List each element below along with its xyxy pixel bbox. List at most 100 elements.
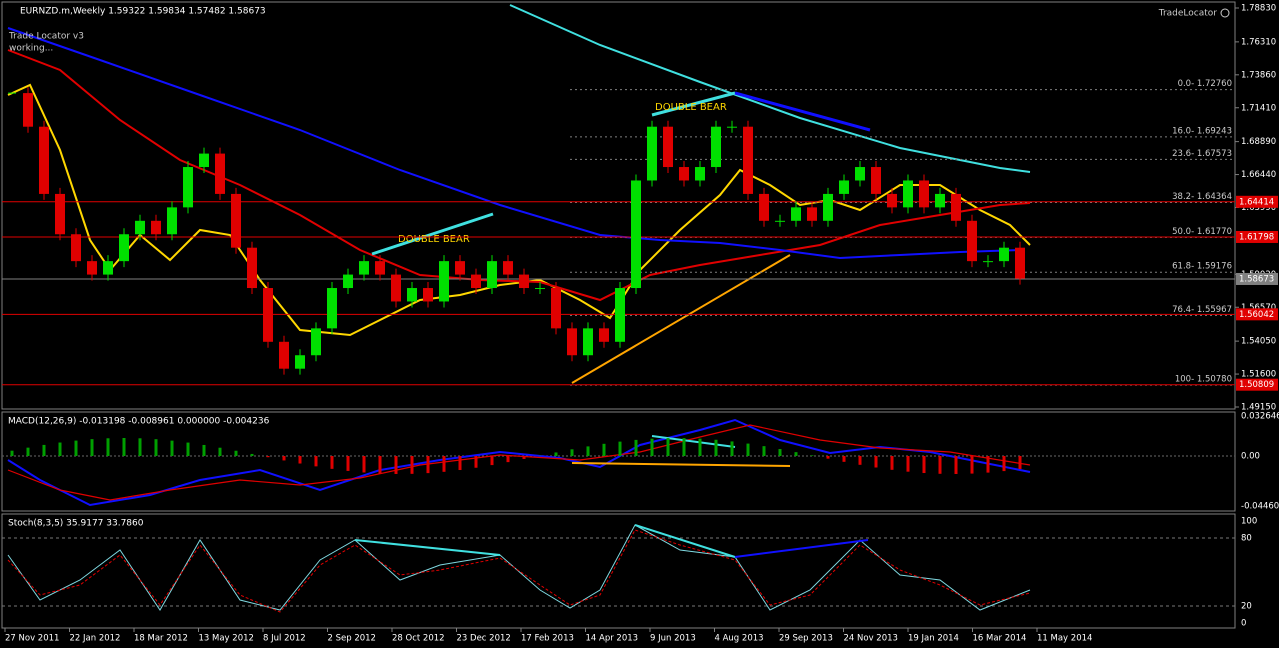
candle xyxy=(247,247,257,289)
candle xyxy=(743,126,753,194)
candle xyxy=(455,261,465,275)
candle xyxy=(535,288,545,290)
macd-histogram xyxy=(170,440,174,456)
candle xyxy=(807,207,817,221)
macd-histogram xyxy=(586,446,590,456)
candle xyxy=(871,167,881,194)
candle xyxy=(343,274,353,289)
candle xyxy=(727,126,737,128)
level-label: 1.50809 xyxy=(1239,380,1274,390)
date-label: 22 Jan 2012 xyxy=(70,634,121,644)
macd-histogram xyxy=(298,456,302,464)
price-label: 1.56570 xyxy=(1241,303,1276,313)
candle xyxy=(631,180,641,289)
candle xyxy=(887,193,897,208)
fib-label: 76.4- 1.55967 xyxy=(1172,305,1232,315)
price-label: 1.49150 xyxy=(1241,403,1276,413)
macd-histogram xyxy=(842,456,846,462)
stoch-tick: 20 xyxy=(1241,602,1252,612)
candle xyxy=(39,126,49,194)
date-label: 18 Mar 2012 xyxy=(134,634,188,644)
macd-histogram xyxy=(826,456,830,459)
macd-histogram xyxy=(490,456,494,466)
date-label: 11 May 2014 xyxy=(1037,634,1092,644)
candle xyxy=(167,207,177,235)
macd-histogram xyxy=(810,455,814,456)
macd-histogram xyxy=(314,456,318,467)
macd-histogram xyxy=(666,438,670,456)
date-label: 24 Nov 2013 xyxy=(844,634,898,644)
brand: TradeLocator xyxy=(1158,9,1218,19)
candle xyxy=(519,274,529,289)
date-label: 19 Jan 2014 xyxy=(908,634,959,644)
candle xyxy=(55,193,65,235)
macd-histogram xyxy=(202,444,206,456)
candle xyxy=(359,261,369,275)
macd-histogram xyxy=(650,438,654,456)
macd-histogram xyxy=(266,456,270,458)
price-label: 1.51600 xyxy=(1241,370,1276,380)
candle xyxy=(375,261,385,275)
macd-tick: 0.00 xyxy=(1241,452,1260,462)
stoch-label: Stoch(8,3,5) 35.9177 33.7860 xyxy=(8,519,144,529)
candle xyxy=(983,261,993,263)
candle xyxy=(791,207,801,221)
macd-histogram xyxy=(378,456,382,474)
macd-tick: 0.032646 xyxy=(1241,412,1279,422)
macd-histogram xyxy=(794,452,798,456)
macd-histogram xyxy=(330,456,334,469)
macd-histogram xyxy=(778,449,782,456)
date-label: 9 Jun 2013 xyxy=(650,634,696,644)
macd-histogram xyxy=(1018,456,1022,470)
annotation: DOUBLE BEAR xyxy=(398,234,470,245)
candle xyxy=(231,193,241,248)
candle xyxy=(487,261,497,289)
fib-label: 50.0- 1.61770 xyxy=(1172,227,1232,237)
macd-histogram xyxy=(714,439,718,456)
candle xyxy=(967,220,977,262)
macd-histogram xyxy=(938,456,942,474)
macd-histogram xyxy=(58,442,62,456)
candle xyxy=(839,180,849,194)
candle xyxy=(551,288,561,329)
candle xyxy=(1015,247,1025,279)
candle xyxy=(583,328,593,356)
candle xyxy=(103,261,113,275)
candle xyxy=(151,220,161,235)
candle xyxy=(823,193,833,221)
macd-histogram xyxy=(10,450,14,456)
candle xyxy=(999,247,1009,262)
macd-histogram xyxy=(554,452,558,456)
macd-histogram xyxy=(74,440,78,456)
candle xyxy=(295,355,305,369)
macd-histogram xyxy=(250,453,254,456)
date-label: 13 May 2012 xyxy=(199,634,254,644)
macd-label: MACD(12,26,9) -0.013198 -0.008961 0.0000… xyxy=(8,417,270,427)
level-label: 1.56042 xyxy=(1239,310,1274,320)
fib-label: 38.2- 1.64364 xyxy=(1172,192,1232,202)
candle xyxy=(567,328,577,356)
date-label: 14 Apr 2013 xyxy=(586,634,639,644)
level-box xyxy=(1236,230,1278,243)
macd-histogram xyxy=(90,439,94,456)
macd-histogram xyxy=(874,456,878,468)
macd-histogram xyxy=(154,439,158,456)
candle xyxy=(183,167,193,208)
indicator-status: working... xyxy=(9,44,53,54)
price-label: 1.54050 xyxy=(1241,337,1276,347)
macd-tick: -0.044602 xyxy=(1241,502,1279,512)
macd-histogram xyxy=(522,456,526,459)
fib-label: 100- 1.50780 xyxy=(1175,375,1232,385)
level-label: 1.58673 xyxy=(1239,274,1274,284)
stoch-lines xyxy=(2,524,1235,613)
date-label: 16 Mar 2014 xyxy=(973,634,1027,644)
macd-histogram xyxy=(394,456,398,474)
candle xyxy=(311,328,321,356)
frames xyxy=(1,1,1236,629)
price-label: 1.73860 xyxy=(1241,70,1276,80)
candle xyxy=(919,180,929,208)
stoch-tick: 0 xyxy=(1241,619,1246,629)
price-label: 1.63990 xyxy=(1241,203,1276,213)
candle xyxy=(615,288,625,342)
candle xyxy=(407,288,417,302)
